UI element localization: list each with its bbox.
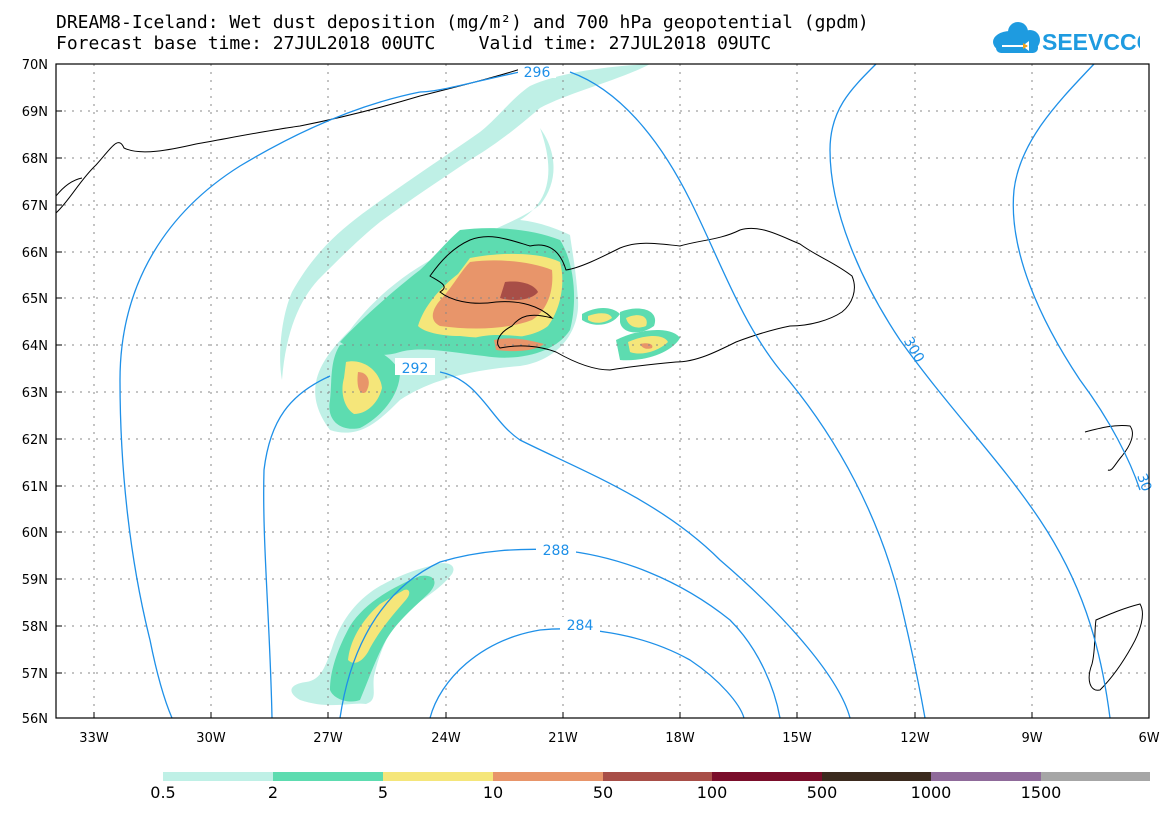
legend-label: 5 [377, 783, 389, 802]
legend-swatch [163, 772, 273, 781]
lat-label: 66N [22, 246, 48, 261]
legend-swatch [603, 772, 712, 781]
legend-label: 2 [267, 783, 279, 802]
lat-label: 56N [22, 712, 48, 727]
contour-label-296: 296 [524, 65, 551, 81]
lon-label: 30W [196, 731, 226, 746]
dust-shading [280, 64, 680, 706]
legend-label: 50 [592, 783, 614, 802]
legend-swatch [273, 772, 383, 781]
legend-swatch [493, 772, 603, 781]
geopotential-contours [119, 63, 1141, 719]
lat-label: 62N [22, 433, 48, 448]
lat-label: 60N [22, 526, 48, 541]
contour-label-288: 288 [543, 543, 570, 559]
chart-title-line1: DREAM8-Iceland: Wet dust deposition (mg/… [56, 12, 869, 33]
legend-label: 10 [482, 783, 504, 802]
lat-label: 69N [22, 105, 48, 120]
contour-label-284: 284 [567, 618, 594, 634]
legend-label: 100 [696, 783, 728, 802]
latitude-labels: 70N 69N 68N 67N 66N 65N 64N 63N 62N 61N … [22, 58, 48, 727]
lat-label: 64N [22, 339, 48, 354]
lat-label: 70N [22, 58, 48, 73]
contour-label-292: 292 [402, 361, 429, 377]
legend-swatch [383, 772, 493, 781]
lon-label: 21W [548, 731, 578, 746]
cloud-icon [993, 22, 1040, 53]
logo-text: SEEVCCC [1042, 29, 1140, 55]
longitude-labels: 33W 30W 27W 24W 21W 18W 15W 12W 9W 6W [79, 731, 1159, 746]
legend-label: 0.5 [150, 783, 176, 802]
legend-swatch [712, 772, 822, 781]
lon-label: 12W [900, 731, 930, 746]
lat-label: 65N [22, 292, 48, 307]
lon-label: 27W [313, 731, 343, 746]
legend-swatch [1041, 772, 1150, 781]
lat-label: 58N [22, 620, 48, 635]
lat-label: 57N [22, 667, 48, 682]
lat-label: 68N [22, 152, 48, 167]
lon-label: 6W [1138, 731, 1159, 746]
coastlines [55, 63, 1143, 691]
legend-colorbar [163, 772, 1150, 781]
legend-label: 1000 [910, 783, 952, 802]
lon-label: 9W [1021, 731, 1042, 746]
lon-label: 18W [665, 731, 695, 746]
legend-label: 1500 [1020, 783, 1062, 802]
tick-marks [56, 110, 1033, 718]
lon-label: 33W [79, 731, 109, 746]
lat-label: 63N [22, 386, 48, 401]
graticule [56, 64, 1149, 718]
legend-swatch [931, 772, 1041, 781]
lon-label: 15W [782, 731, 812, 746]
map-frame [55, 63, 1150, 719]
contour-label-300: 300 [900, 334, 927, 365]
lon-label: 24W [431, 731, 461, 746]
chart-title-line2: Forecast base time: 27JUL2018 00UTC Vali… [56, 33, 772, 54]
lat-label: 59N [22, 573, 48, 588]
legend-swatch [822, 772, 931, 781]
contour-label-30: 30 [1133, 472, 1154, 494]
legend-label: 500 [806, 783, 838, 802]
seevccc-logo: SEEVCCC [993, 22, 1140, 55]
lat-label: 61N [22, 480, 48, 495]
lat-label: 67N [22, 199, 48, 214]
